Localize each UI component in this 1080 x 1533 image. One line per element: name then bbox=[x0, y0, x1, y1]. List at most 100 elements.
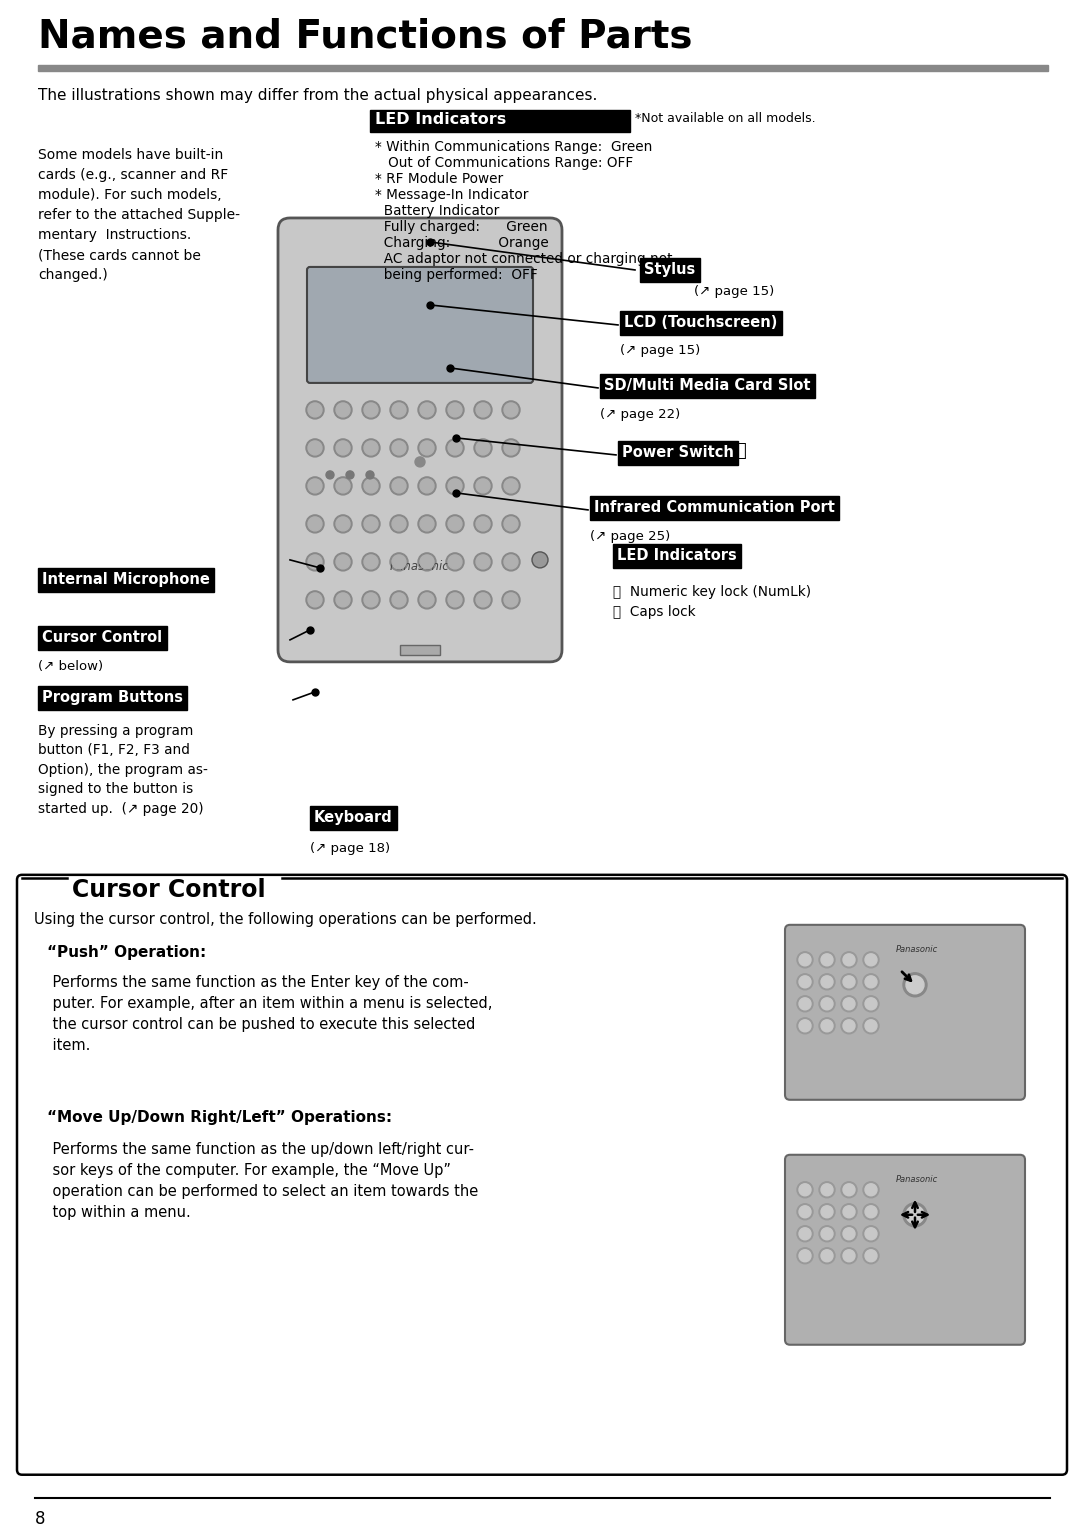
Circle shape bbox=[502, 515, 519, 533]
Circle shape bbox=[819, 1248, 835, 1263]
Circle shape bbox=[819, 1018, 835, 1033]
Circle shape bbox=[843, 954, 855, 966]
Circle shape bbox=[819, 1203, 835, 1220]
Circle shape bbox=[418, 590, 436, 609]
Circle shape bbox=[390, 402, 408, 419]
Circle shape bbox=[863, 1182, 879, 1197]
Circle shape bbox=[415, 457, 426, 468]
Circle shape bbox=[865, 1206, 877, 1217]
Circle shape bbox=[364, 442, 378, 455]
Circle shape bbox=[308, 442, 322, 455]
Circle shape bbox=[308, 517, 322, 530]
Circle shape bbox=[420, 478, 434, 494]
Circle shape bbox=[797, 1018, 813, 1033]
Circle shape bbox=[362, 477, 380, 495]
Circle shape bbox=[903, 1203, 927, 1226]
Circle shape bbox=[865, 1019, 877, 1032]
Text: LED Indicators: LED Indicators bbox=[375, 112, 507, 127]
Circle shape bbox=[504, 517, 518, 530]
Circle shape bbox=[346, 471, 354, 478]
Circle shape bbox=[476, 442, 490, 455]
Text: Out of Communications Range: OFF: Out of Communications Range: OFF bbox=[375, 156, 633, 170]
Circle shape bbox=[390, 515, 408, 533]
Circle shape bbox=[821, 1183, 833, 1196]
Circle shape bbox=[865, 954, 877, 966]
Circle shape bbox=[865, 998, 877, 1010]
Circle shape bbox=[474, 477, 492, 495]
Circle shape bbox=[502, 590, 519, 609]
Circle shape bbox=[364, 593, 378, 607]
Circle shape bbox=[863, 1248, 879, 1263]
Circle shape bbox=[448, 478, 462, 494]
Circle shape bbox=[362, 402, 380, 419]
Circle shape bbox=[819, 996, 835, 1012]
Circle shape bbox=[502, 477, 519, 495]
Text: Stylus: Stylus bbox=[644, 262, 696, 277]
Circle shape bbox=[863, 1018, 879, 1033]
Circle shape bbox=[306, 553, 324, 570]
Circle shape bbox=[502, 402, 519, 419]
Circle shape bbox=[390, 590, 408, 609]
Circle shape bbox=[392, 517, 406, 530]
Circle shape bbox=[841, 1182, 858, 1197]
Circle shape bbox=[863, 1226, 879, 1242]
Text: Performs the same function as the up/down left/right cur-
    sor keys of the co: Performs the same function as the up/dow… bbox=[33, 1142, 478, 1220]
Circle shape bbox=[797, 952, 813, 967]
Circle shape bbox=[364, 403, 378, 417]
Circle shape bbox=[799, 998, 811, 1010]
Text: ⓐ  Caps lock: ⓐ Caps lock bbox=[613, 606, 696, 619]
Text: (↗ below): (↗ below) bbox=[38, 659, 103, 673]
Circle shape bbox=[334, 438, 352, 457]
Circle shape bbox=[392, 478, 406, 494]
FancyBboxPatch shape bbox=[278, 218, 562, 662]
Circle shape bbox=[799, 1249, 811, 1262]
Text: Battery Indicator: Battery Indicator bbox=[375, 204, 499, 218]
Circle shape bbox=[504, 478, 518, 494]
Text: Performs the same function as the Enter key of the com-
    puter. For example, : Performs the same function as the Enter … bbox=[33, 975, 492, 1053]
Circle shape bbox=[504, 593, 518, 607]
Circle shape bbox=[797, 1182, 813, 1197]
Circle shape bbox=[336, 593, 350, 607]
Circle shape bbox=[446, 402, 464, 419]
Circle shape bbox=[821, 998, 833, 1010]
Circle shape bbox=[334, 515, 352, 533]
Circle shape bbox=[392, 442, 406, 455]
Text: Panasonic: Panasonic bbox=[895, 1174, 937, 1183]
Circle shape bbox=[392, 555, 406, 569]
Circle shape bbox=[843, 1206, 855, 1217]
Text: 8: 8 bbox=[35, 1510, 45, 1528]
Circle shape bbox=[841, 996, 858, 1012]
Circle shape bbox=[390, 438, 408, 457]
Circle shape bbox=[843, 1249, 855, 1262]
Circle shape bbox=[843, 1183, 855, 1196]
Circle shape bbox=[841, 1248, 858, 1263]
Circle shape bbox=[476, 593, 490, 607]
Circle shape bbox=[448, 593, 462, 607]
Circle shape bbox=[366, 471, 374, 478]
Circle shape bbox=[364, 555, 378, 569]
Text: The illustrations shown may differ from the actual physical appearances.: The illustrations shown may differ from … bbox=[38, 87, 597, 103]
Text: Charging:           Orange: Charging: Orange bbox=[375, 236, 549, 250]
Circle shape bbox=[418, 477, 436, 495]
Circle shape bbox=[362, 553, 380, 570]
Circle shape bbox=[841, 952, 858, 967]
FancyArrow shape bbox=[38, 64, 1048, 71]
Circle shape bbox=[797, 973, 813, 990]
Circle shape bbox=[799, 1228, 811, 1240]
Text: * Within Communications Range:  Green: * Within Communications Range: Green bbox=[375, 140, 652, 153]
Circle shape bbox=[821, 1249, 833, 1262]
FancyBboxPatch shape bbox=[307, 267, 534, 383]
Circle shape bbox=[797, 1226, 813, 1242]
Circle shape bbox=[336, 442, 350, 455]
Circle shape bbox=[863, 1203, 879, 1220]
Circle shape bbox=[418, 553, 436, 570]
Text: LCD (Touchscreen): LCD (Touchscreen) bbox=[624, 316, 778, 331]
Circle shape bbox=[308, 593, 322, 607]
Circle shape bbox=[448, 555, 462, 569]
Circle shape bbox=[797, 1203, 813, 1220]
Circle shape bbox=[532, 552, 548, 567]
Text: (↗ page 15): (↗ page 15) bbox=[694, 285, 774, 297]
Circle shape bbox=[474, 438, 492, 457]
Circle shape bbox=[420, 555, 434, 569]
Text: Some models have built-in
cards (e.g., scanner and RF
module). For such models,
: Some models have built-in cards (e.g., s… bbox=[38, 149, 240, 282]
